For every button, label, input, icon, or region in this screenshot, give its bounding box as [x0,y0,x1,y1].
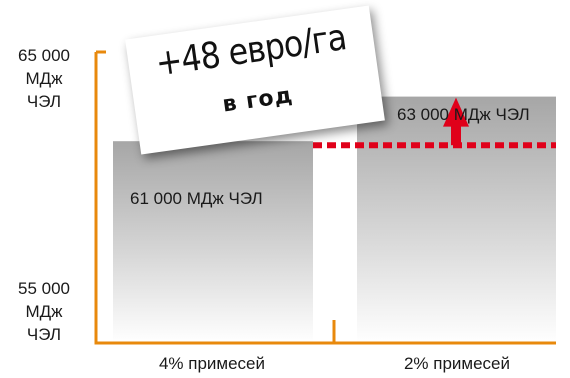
increase-arrow-head [443,97,469,127]
x-tick-label-4pct: 4% примесей [158,354,266,373]
data-label-2pct: 63 000 МДж ЧЭЛ [397,105,530,124]
bar-0 [113,141,313,343]
increase-arrow-shaft [451,124,461,146]
x-tick-label-2pct: 2% примесей [403,354,511,373]
data-label-4pct: 61 000 МДж ЧЭЛ [130,189,263,208]
y-tick-label-top: 65 000 МДж ЧЭЛ [18,46,70,111]
y-tick-label-bottom: 55 000 МДж ЧЭЛ [18,279,70,344]
